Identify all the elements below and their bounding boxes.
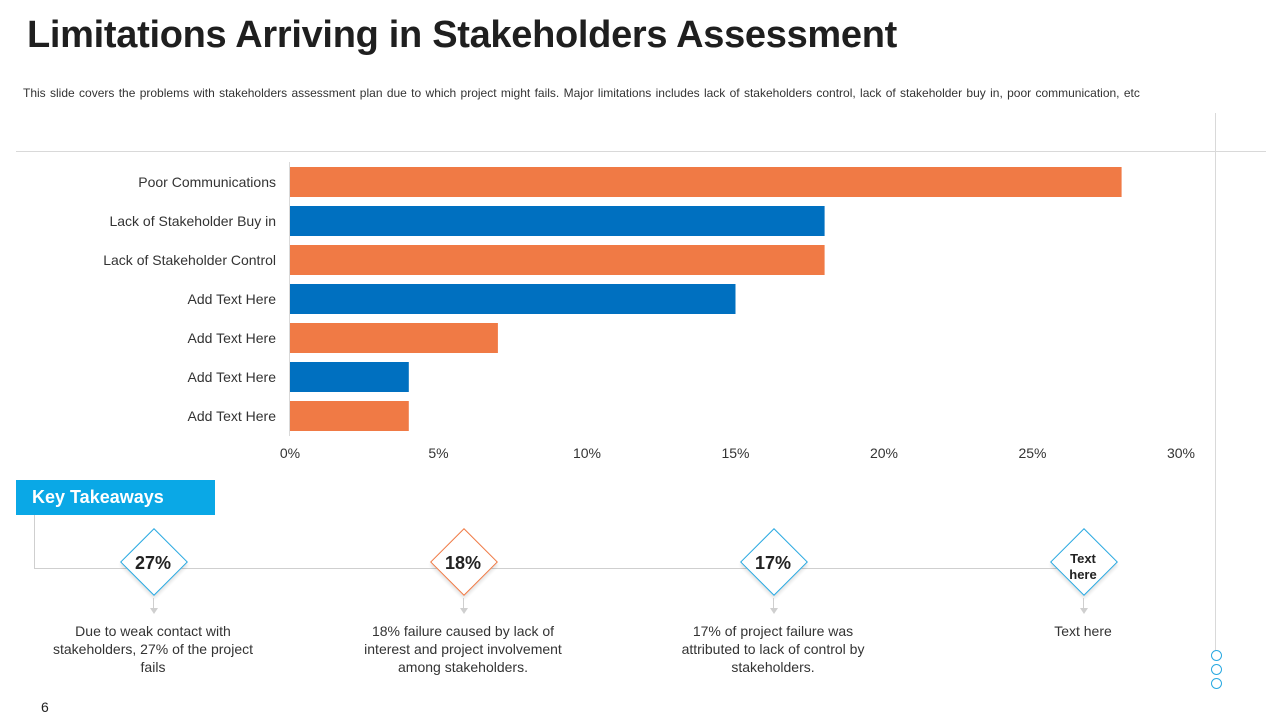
x-tick-label: 15% [721, 445, 749, 461]
x-tick-label: 10% [573, 445, 601, 461]
decorative-dots [1211, 650, 1222, 692]
takeaway-3: 17% 17% of project failure was attribute… [673, 528, 873, 690]
bar [290, 284, 736, 314]
bar [290, 401, 409, 431]
category-label: Add Text Here [188, 330, 277, 346]
category-label: Add Text Here [188, 408, 277, 424]
takeaway-1: 27% Due to weak contact with stakeholder… [53, 528, 254, 690]
takeaway-value: 18% [444, 553, 482, 573]
key-takeaways-header: Key Takeaways [16, 480, 215, 515]
takeaway-2: 18% 18% failure caused by lack of intere… [363, 528, 563, 690]
category-label: Add Text Here [188, 369, 277, 385]
arrow-down-icon [770, 608, 778, 614]
x-tick-label: 5% [428, 445, 448, 461]
arrow-down-icon [1080, 608, 1088, 614]
arrow-down-icon [460, 608, 468, 614]
bar [290, 206, 825, 236]
category-label: Add Text Here [188, 291, 277, 307]
takeaway-text: 18% failure caused by lack of interest a… [364, 623, 562, 675]
x-tick-label: 0% [280, 445, 300, 461]
page-number: 6 [41, 699, 49, 715]
takeaway-value: 17% [754, 553, 792, 573]
slide-subtitle: This slide covers the problems with stak… [23, 86, 1140, 100]
takeaway-text: Text here [1054, 623, 1112, 639]
arrow-down-icon [150, 608, 158, 614]
circle-icon [1211, 678, 1222, 689]
category-label: Lack of Stakeholder Buy in [109, 213, 276, 229]
pointer-stem [153, 598, 154, 608]
circle-icon [1211, 650, 1222, 661]
slide-title: Limitations Arriving in Stakeholders Ass… [27, 14, 897, 56]
divider-vertical [1215, 113, 1216, 653]
takeaway-value: Text here [1069, 551, 1097, 582]
pointer-stem [1083, 598, 1084, 608]
x-tick-label: 30% [1167, 445, 1195, 461]
pointer-stem [463, 598, 464, 608]
x-tick-label: 20% [870, 445, 898, 461]
category-label: Lack of Stakeholder Control [103, 252, 276, 268]
x-tick-label: 25% [1018, 445, 1046, 461]
bar [290, 362, 409, 392]
divider-horizontal [16, 151, 1266, 152]
takeaway-text: Due to weak contact with stakeholders, 2… [53, 623, 254, 675]
takeaway-value: 27% [134, 553, 172, 573]
takeaways-connector-vertical [34, 515, 35, 568]
bar [290, 167, 1122, 197]
pointer-stem [773, 598, 774, 608]
category-label: Poor Communications [138, 174, 276, 190]
circle-icon [1211, 664, 1222, 675]
takeaways-connector-horizontal [34, 568, 1084, 569]
bar-chart: Poor Communications Lack of Stakeholder B… [103, 162, 1195, 461]
bar [290, 245, 825, 275]
takeaway-4: Text here Text here [983, 528, 1183, 690]
bar [290, 323, 498, 353]
takeaway-text: 17% of project failure was attributed to… [681, 623, 865, 675]
